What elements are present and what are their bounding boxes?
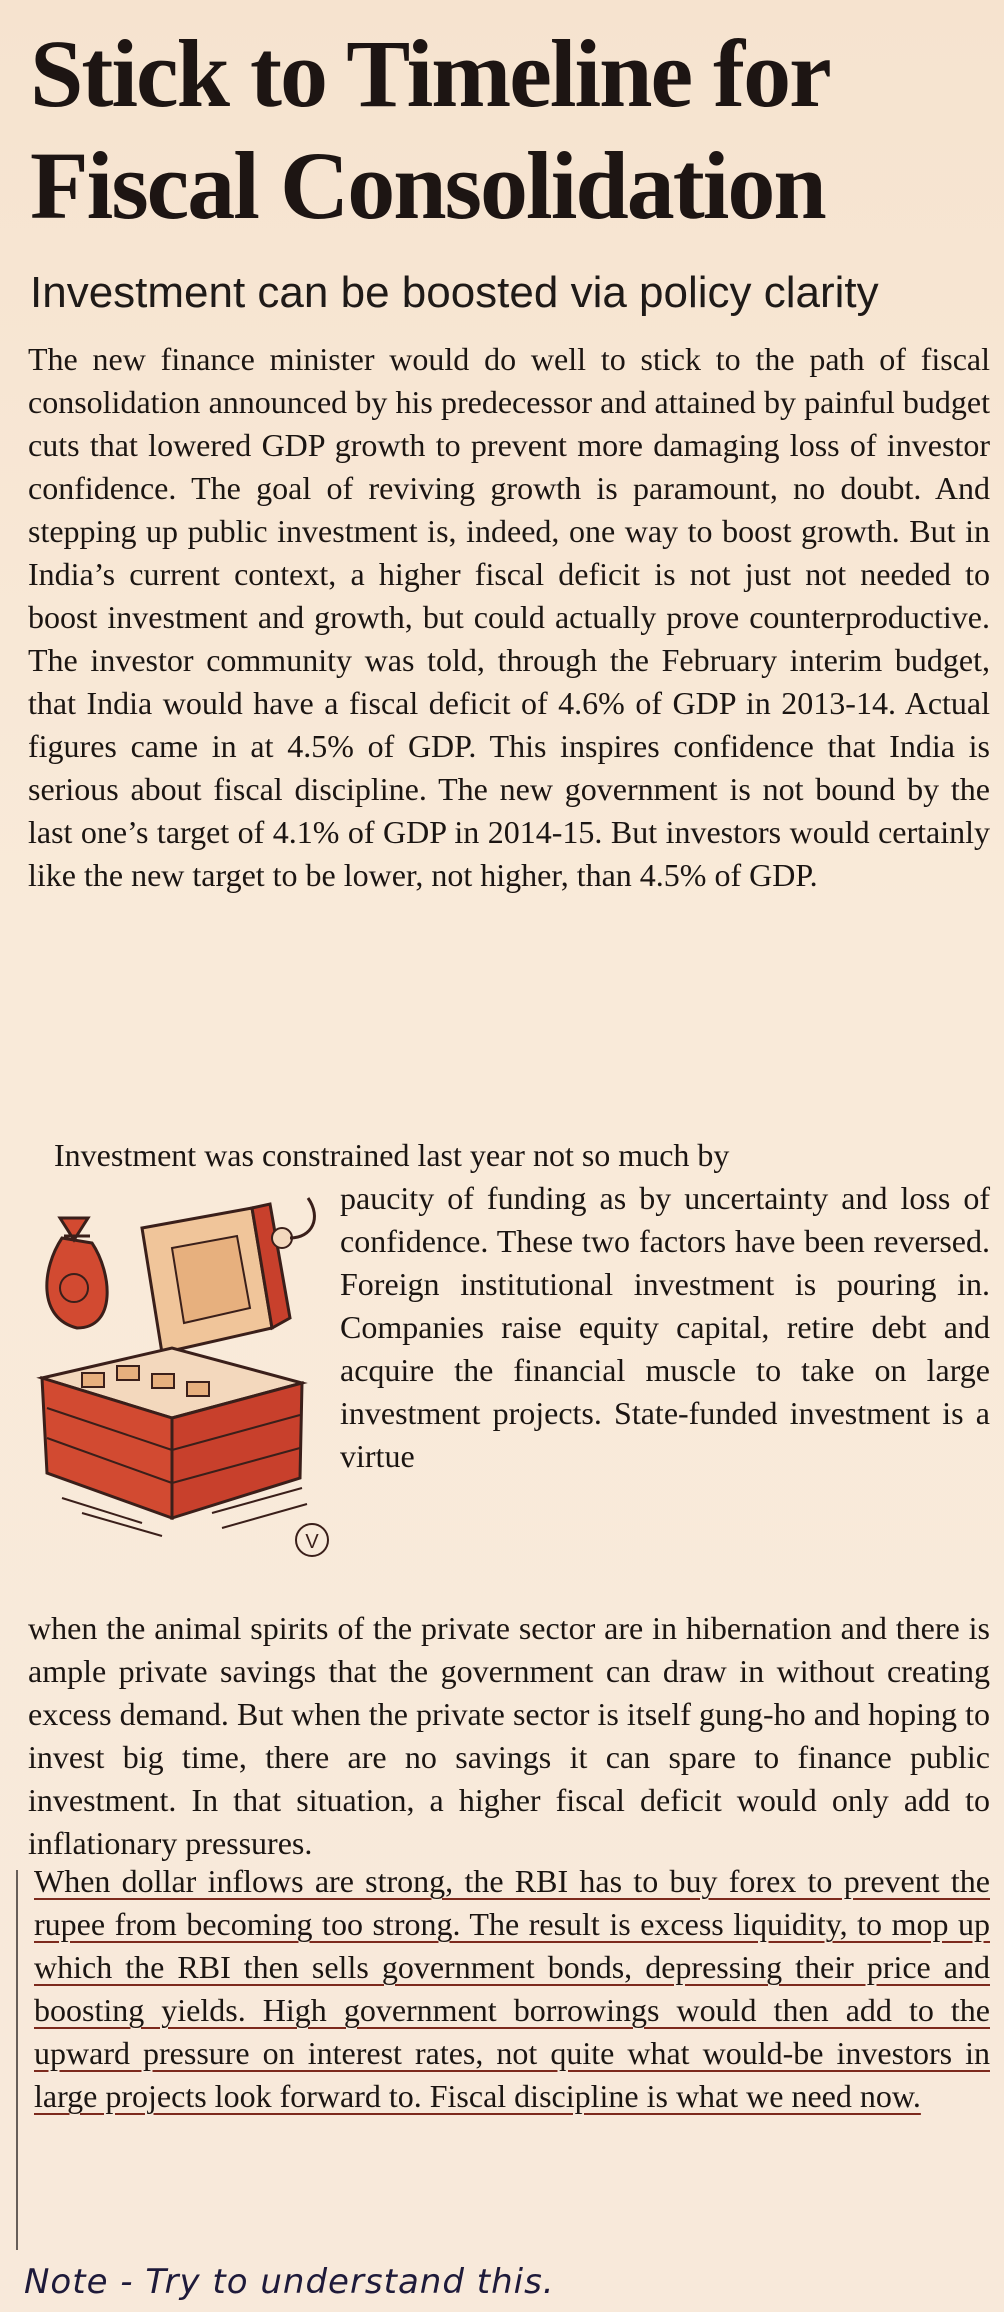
paragraph-2-continued: when the animal spirits of the private s…	[28, 1610, 990, 1861]
subheadline: Investment can be boosted via policy cla…	[30, 268, 879, 317]
treasure-chest-illustration: V	[36, 1197, 329, 1557]
paragraph-1: The new finance minister would do well t…	[28, 341, 990, 893]
pen-margin-line	[16, 1870, 18, 2250]
hatching-shadow	[61, 1487, 308, 1537]
paragraph-2-wrapped: paucity of funding as by uncertainty and…	[340, 1180, 990, 1474]
headline: Stick to Timeline for Fiscal Consolidati…	[30, 20, 830, 239]
money-bag-icon	[45, 1216, 109, 1330]
illustrator-mark: V	[305, 1531, 319, 1553]
chest-body-icon	[36, 1346, 308, 1521]
handwritten-note: Note - Try to understand this.	[24, 2262, 555, 2302]
paragraph-2-lead: Investment was constrained last year not…	[54, 1137, 730, 1173]
chest-lid-icon	[140, 1197, 316, 1355]
illustrator-signature: V	[295, 1523, 329, 1557]
paragraph-3-underlined: When dollar inflows are strong, the RBI …	[34, 1863, 990, 2114]
